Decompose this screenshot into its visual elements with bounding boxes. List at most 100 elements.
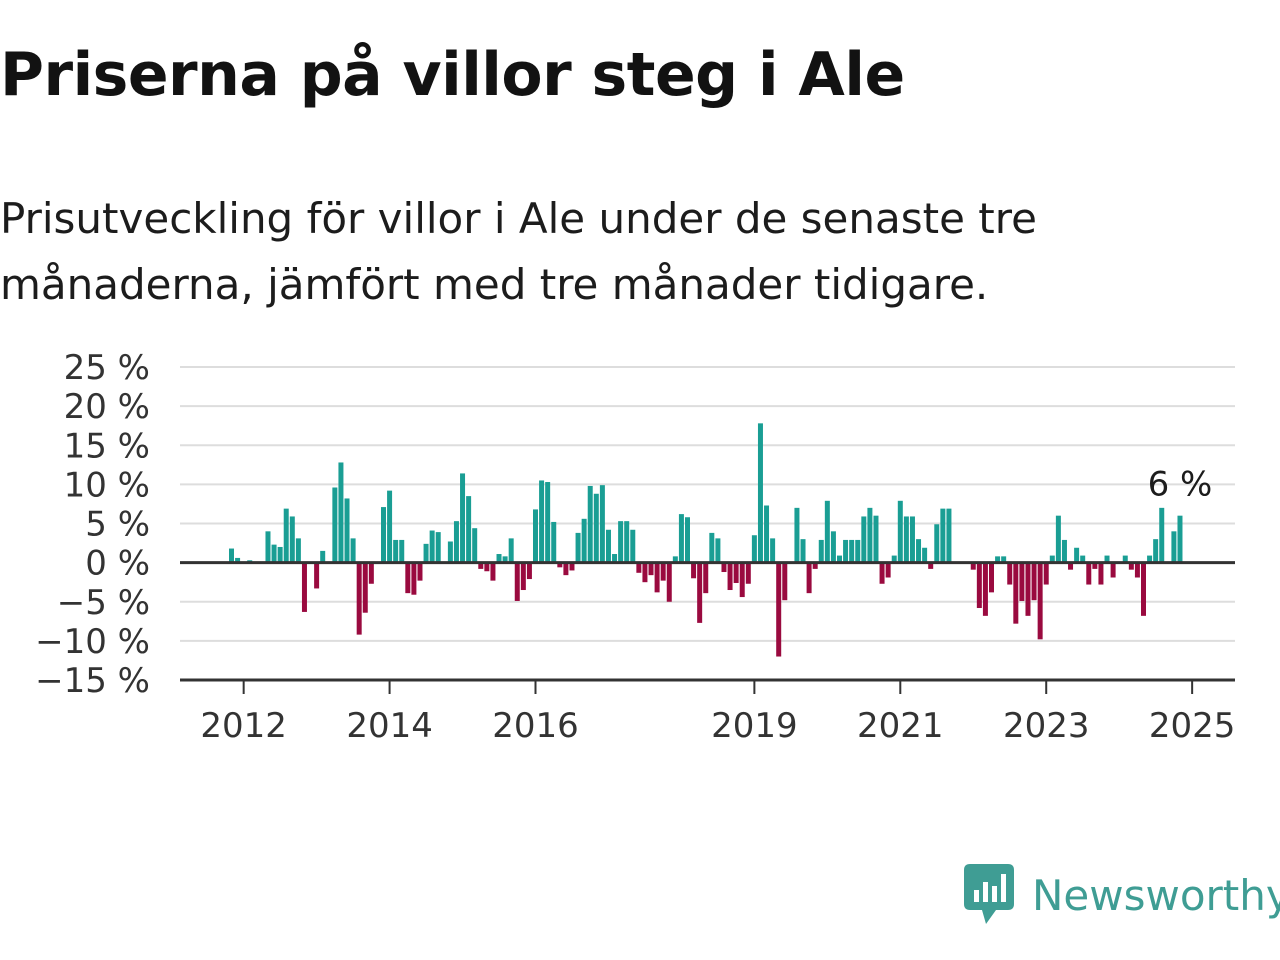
x-tick-label: 2014 [346, 706, 433, 746]
bar [539, 480, 545, 563]
bar [642, 562, 648, 583]
bar [508, 538, 514, 563]
bar [849, 539, 855, 563]
bar [478, 562, 484, 569]
bar [982, 562, 988, 616]
bar [995, 556, 1001, 563]
x-tick-label: 2025 [1149, 706, 1236, 746]
brand-name: Newsworthy [1032, 870, 1280, 920]
bar [1110, 562, 1116, 578]
bar [1043, 562, 1049, 585]
bar [1074, 547, 1080, 563]
bar [697, 562, 703, 623]
bar [867, 507, 873, 563]
bar [1013, 562, 1019, 624]
bar [715, 538, 721, 563]
bar [1068, 562, 1074, 570]
y-axis-ticks: 25 %20 %15 %10 %5 %0 %−5 %−10 %−15 % [35, 348, 150, 701]
grid-lines [180, 366, 1235, 681]
x-tick-label: 2016 [492, 706, 579, 746]
bar [514, 562, 520, 601]
newsworthy-logo-icon [964, 864, 1014, 924]
bar [618, 521, 624, 563]
bar [466, 496, 472, 563]
bar [569, 562, 575, 571]
x-tick-label: 2021 [857, 706, 944, 746]
bar [1019, 562, 1025, 601]
bar [289, 516, 295, 563]
bar [490, 562, 496, 581]
bar [484, 562, 490, 572]
bar [709, 532, 715, 563]
bar [301, 562, 307, 612]
bar [387, 490, 393, 563]
bar [685, 517, 690, 563]
bar [381, 507, 386, 563]
bar [563, 562, 569, 576]
bar [946, 508, 952, 563]
bar [770, 538, 776, 563]
bar [1159, 507, 1165, 563]
bar [545, 482, 551, 563]
bar [460, 473, 466, 563]
bar [703, 562, 709, 594]
bar [891, 555, 897, 563]
bar [581, 518, 587, 563]
bar [654, 562, 660, 593]
bar [593, 493, 599, 563]
bar [940, 508, 946, 563]
bar [271, 544, 277, 563]
bar [739, 562, 745, 598]
bar [648, 562, 654, 576]
bar [630, 529, 636, 563]
bar [806, 562, 812, 594]
bar [393, 539, 399, 563]
bar [1007, 562, 1013, 585]
bar [782, 562, 788, 601]
bar [533, 509, 538, 563]
bar [837, 555, 842, 563]
bar [1080, 555, 1086, 563]
bar [1122, 555, 1128, 563]
bar [824, 500, 830, 563]
bar [502, 556, 508, 563]
bar [897, 500, 903, 563]
bar [818, 539, 824, 563]
bar [855, 539, 861, 563]
y-tick-label: 5 % [85, 505, 150, 545]
bar [678, 514, 684, 563]
bar [1086, 562, 1092, 585]
bar [283, 508, 289, 563]
bar [350, 538, 356, 563]
bar [727, 562, 733, 591]
bar [909, 516, 915, 563]
bar [660, 562, 666, 581]
bar [794, 507, 800, 563]
bar [1171, 531, 1177, 563]
bar [1128, 562, 1134, 570]
bar [587, 485, 593, 563]
bar [757, 423, 763, 563]
bar [453, 521, 459, 563]
bar [721, 562, 727, 573]
bar [557, 562, 563, 568]
bar [624, 521, 630, 563]
y-tick-label: −15 % [35, 661, 150, 701]
bar [575, 532, 581, 563]
bar [636, 562, 642, 573]
chart-title: Priserna på villor steg i Ale [0, 40, 905, 110]
bar [1001, 556, 1007, 563]
y-tick-label: 25 % [64, 348, 150, 388]
y-tick-label: 20 % [64, 387, 150, 427]
bar [764, 505, 770, 563]
bar [429, 530, 435, 563]
bar [879, 562, 885, 584]
bar [976, 562, 982, 609]
bar [1049, 555, 1055, 563]
bar [411, 562, 417, 595]
bar [496, 554, 502, 563]
bar [472, 528, 478, 563]
x-tick-label: 2012 [200, 706, 287, 746]
bars [229, 423, 1183, 657]
bar [916, 539, 922, 563]
